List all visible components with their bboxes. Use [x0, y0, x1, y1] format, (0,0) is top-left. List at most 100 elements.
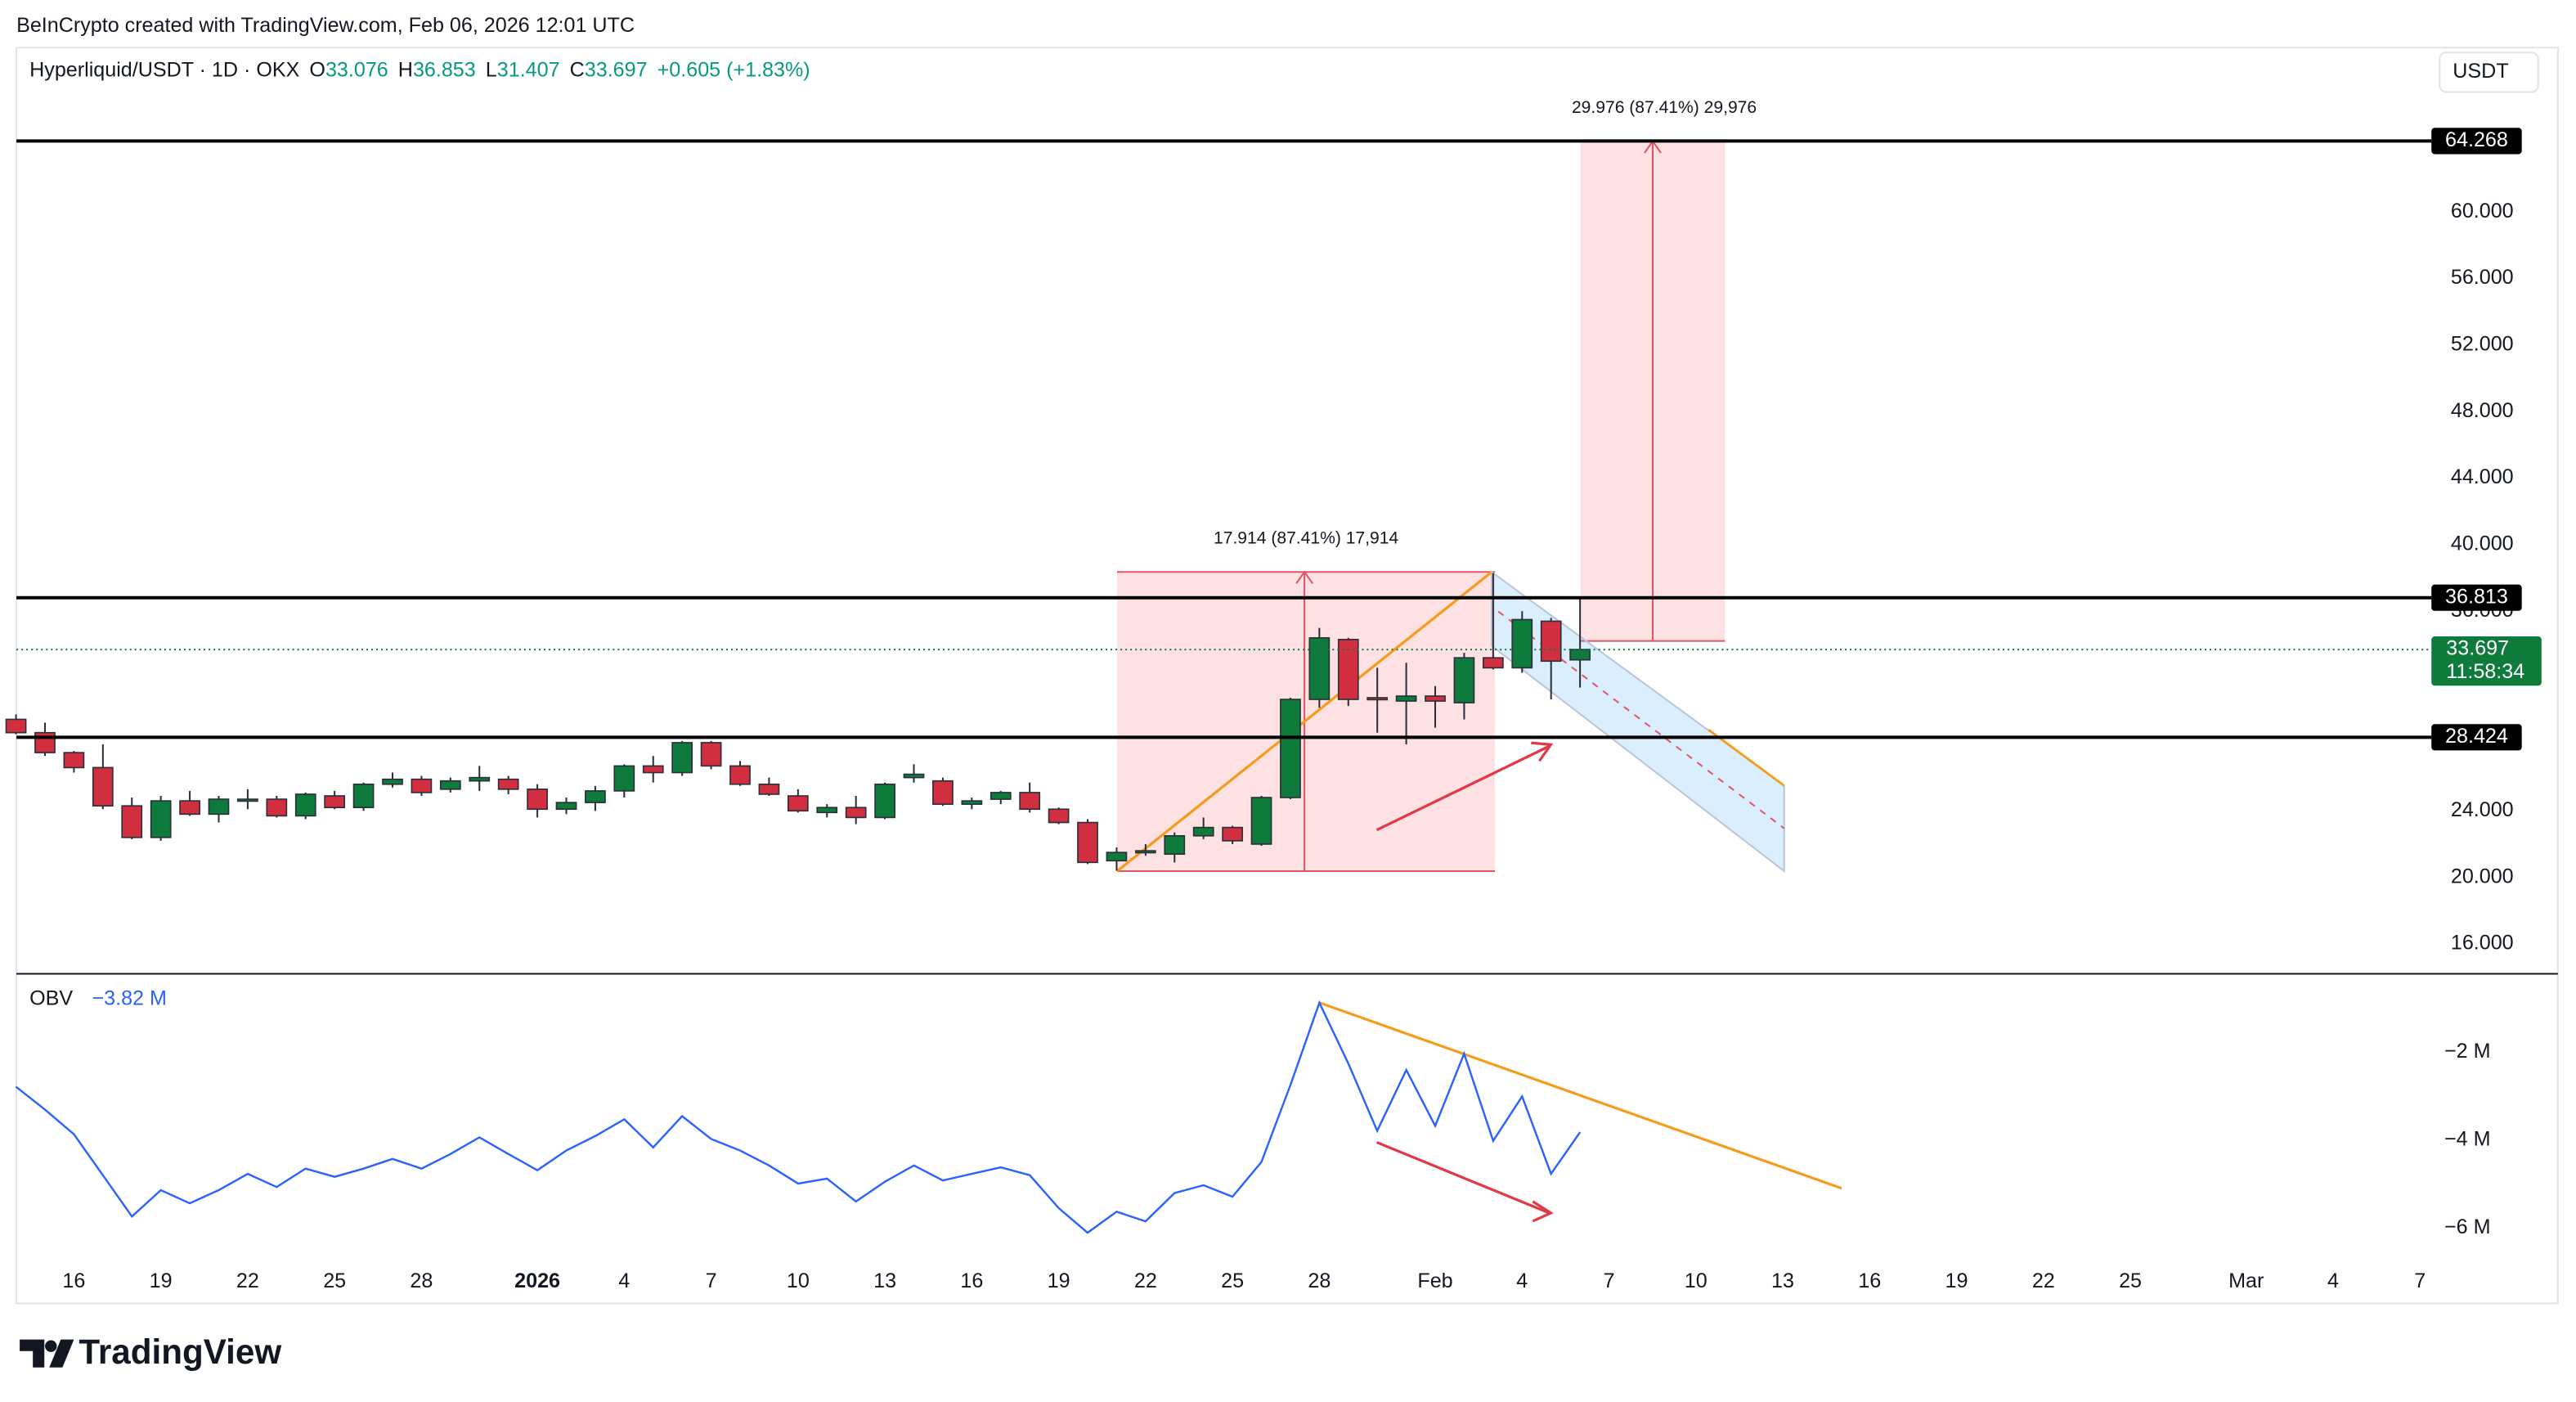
candle-body: [787, 795, 809, 812]
x-tick-label: 4: [618, 1269, 630, 1292]
y-tick-label: 20.000: [2451, 865, 2514, 887]
x-tick-label: 22: [1134, 1269, 1157, 1292]
price-arrowhead: [1531, 741, 1554, 762]
candle-body: [1337, 639, 1359, 700]
candle-body: [527, 789, 548, 811]
measure-label: 17.914 (87.41%) 17,914: [1214, 529, 1398, 548]
x-tick-label: 25: [2119, 1269, 2142, 1292]
candle-body: [1453, 657, 1475, 703]
candle-body: [63, 752, 85, 769]
candle-body: [874, 783, 895, 819]
candle-body: [5, 718, 27, 734]
candle-body: [469, 776, 491, 782]
x-tick-label: 13: [1771, 1269, 1794, 1292]
y-tick-label: 52.000: [2451, 333, 2514, 356]
candle-body: [1222, 826, 1243, 842]
y-tick-label: 16.000: [2451, 932, 2514, 955]
x-tick-label: 19: [1945, 1269, 1968, 1292]
y-tick-label: −2 M: [2444, 1040, 2491, 1063]
candle-body: [1482, 657, 1504, 669]
logo-icon: [45, 1340, 57, 1352]
ohlc-value: 33.076: [325, 58, 388, 81]
x-tick-label: 28: [1308, 1269, 1331, 1292]
symbol: Hyperliquid/USDT · 1D · OKX: [29, 58, 299, 81]
credit: BeInCrypto created with TradingView.com,…: [16, 14, 635, 37]
y-tick-label: 44.000: [2451, 465, 2514, 488]
marks: 16.00020.00024.00036.00040.00044.00048.0…: [5, 128, 2542, 1292]
y-tick-label: 60.000: [2451, 200, 2514, 222]
candle-body: [1106, 852, 1128, 862]
candle-body: [1192, 826, 1214, 837]
ohlc-value: 33.697: [585, 58, 648, 81]
candle-body: [1569, 649, 1591, 661]
candle-body: [439, 780, 461, 790]
candle-body: [932, 780, 954, 805]
symbol-header: Hyperliquid/USDT · 1D · OKX O33.076 H36.85…: [29, 58, 810, 81]
candle-body: [121, 805, 143, 838]
x-tick-label: 19: [150, 1269, 173, 1292]
x-tick-label: 10: [787, 1269, 810, 1292]
level-label: 64.268: [2445, 128, 2508, 151]
countdown: 11:58:34: [2446, 660, 2524, 683]
x-tick-label: 19: [1048, 1269, 1070, 1292]
candle-body: [758, 783, 780, 795]
currency[interactable]: USDT: [2453, 60, 2508, 83]
candle-body: [961, 800, 983, 805]
candle-body: [1308, 636, 1331, 700]
candle-body: [208, 798, 230, 816]
candle-body: [411, 778, 433, 793]
ohlc-key: O: [309, 58, 325, 81]
currency-button[interactable]: [2439, 52, 2539, 93]
logo-icon: [20, 1339, 45, 1368]
y-tick-label: 48.000: [2451, 399, 2514, 422]
x-tick-label: 28: [410, 1269, 433, 1292]
measure-arrowhead: [1295, 570, 1313, 584]
flag-edge: [1708, 729, 1785, 787]
x-tick-label: 4: [1516, 1269, 1528, 1292]
x-tick-label: 7: [1604, 1269, 1615, 1292]
price-label-bg: [2431, 636, 2542, 686]
candle-body: [92, 766, 114, 807]
candle-body: [382, 778, 403, 785]
indicator-line: [15, 1000, 1582, 1234]
x-tick-label: 22: [2032, 1269, 2055, 1292]
ohlc-value: 31.407: [497, 58, 560, 81]
candle-body: [352, 783, 375, 809]
y-tick-label: −4 M: [2444, 1127, 2491, 1150]
candle-body: [613, 765, 635, 792]
candle-body: [1280, 699, 1301, 798]
ohlc-key: L: [486, 58, 497, 81]
candle-body: [497, 778, 519, 790]
ohlc-value: 36.853: [413, 58, 476, 81]
price-arrow: [1376, 744, 1551, 832]
x-tick-label: 7: [2414, 1269, 2426, 1292]
ohlc-key: C: [570, 58, 585, 81]
flag-channel: [1491, 570, 1785, 874]
x-tick-label: Feb: [1417, 1269, 1452, 1292]
candle-body: [700, 742, 722, 767]
candle-body: [845, 807, 867, 819]
level-label-bg: [2431, 128, 2522, 155]
candle-body: [179, 800, 200, 816]
candle-body: [1395, 695, 1417, 702]
x-tick-label: 4: [2327, 1269, 2339, 1292]
x-tick-label: Mar: [2228, 1269, 2264, 1292]
x-tick-label: 22: [236, 1269, 259, 1292]
candle-body: [816, 807, 838, 814]
candle-body: [903, 773, 925, 779]
candle-body: [585, 790, 606, 803]
candle-body: [294, 793, 316, 817]
indicator-name: OBV: [29, 986, 73, 1009]
candle-body: [671, 742, 693, 774]
y-tick-label: 40.000: [2451, 532, 2514, 555]
candle-body: [1540, 620, 1562, 663]
projection-label: 29.976 (87.41%) 29,976: [1572, 98, 1757, 117]
ohlc-key: H: [398, 58, 413, 81]
candle-body: [150, 800, 172, 838]
x-tick-label: 2026: [514, 1269, 560, 1292]
candle-body: [1425, 695, 1446, 702]
y-tick-label: 56.000: [2451, 266, 2514, 289]
logo-icon: [49, 1339, 74, 1368]
